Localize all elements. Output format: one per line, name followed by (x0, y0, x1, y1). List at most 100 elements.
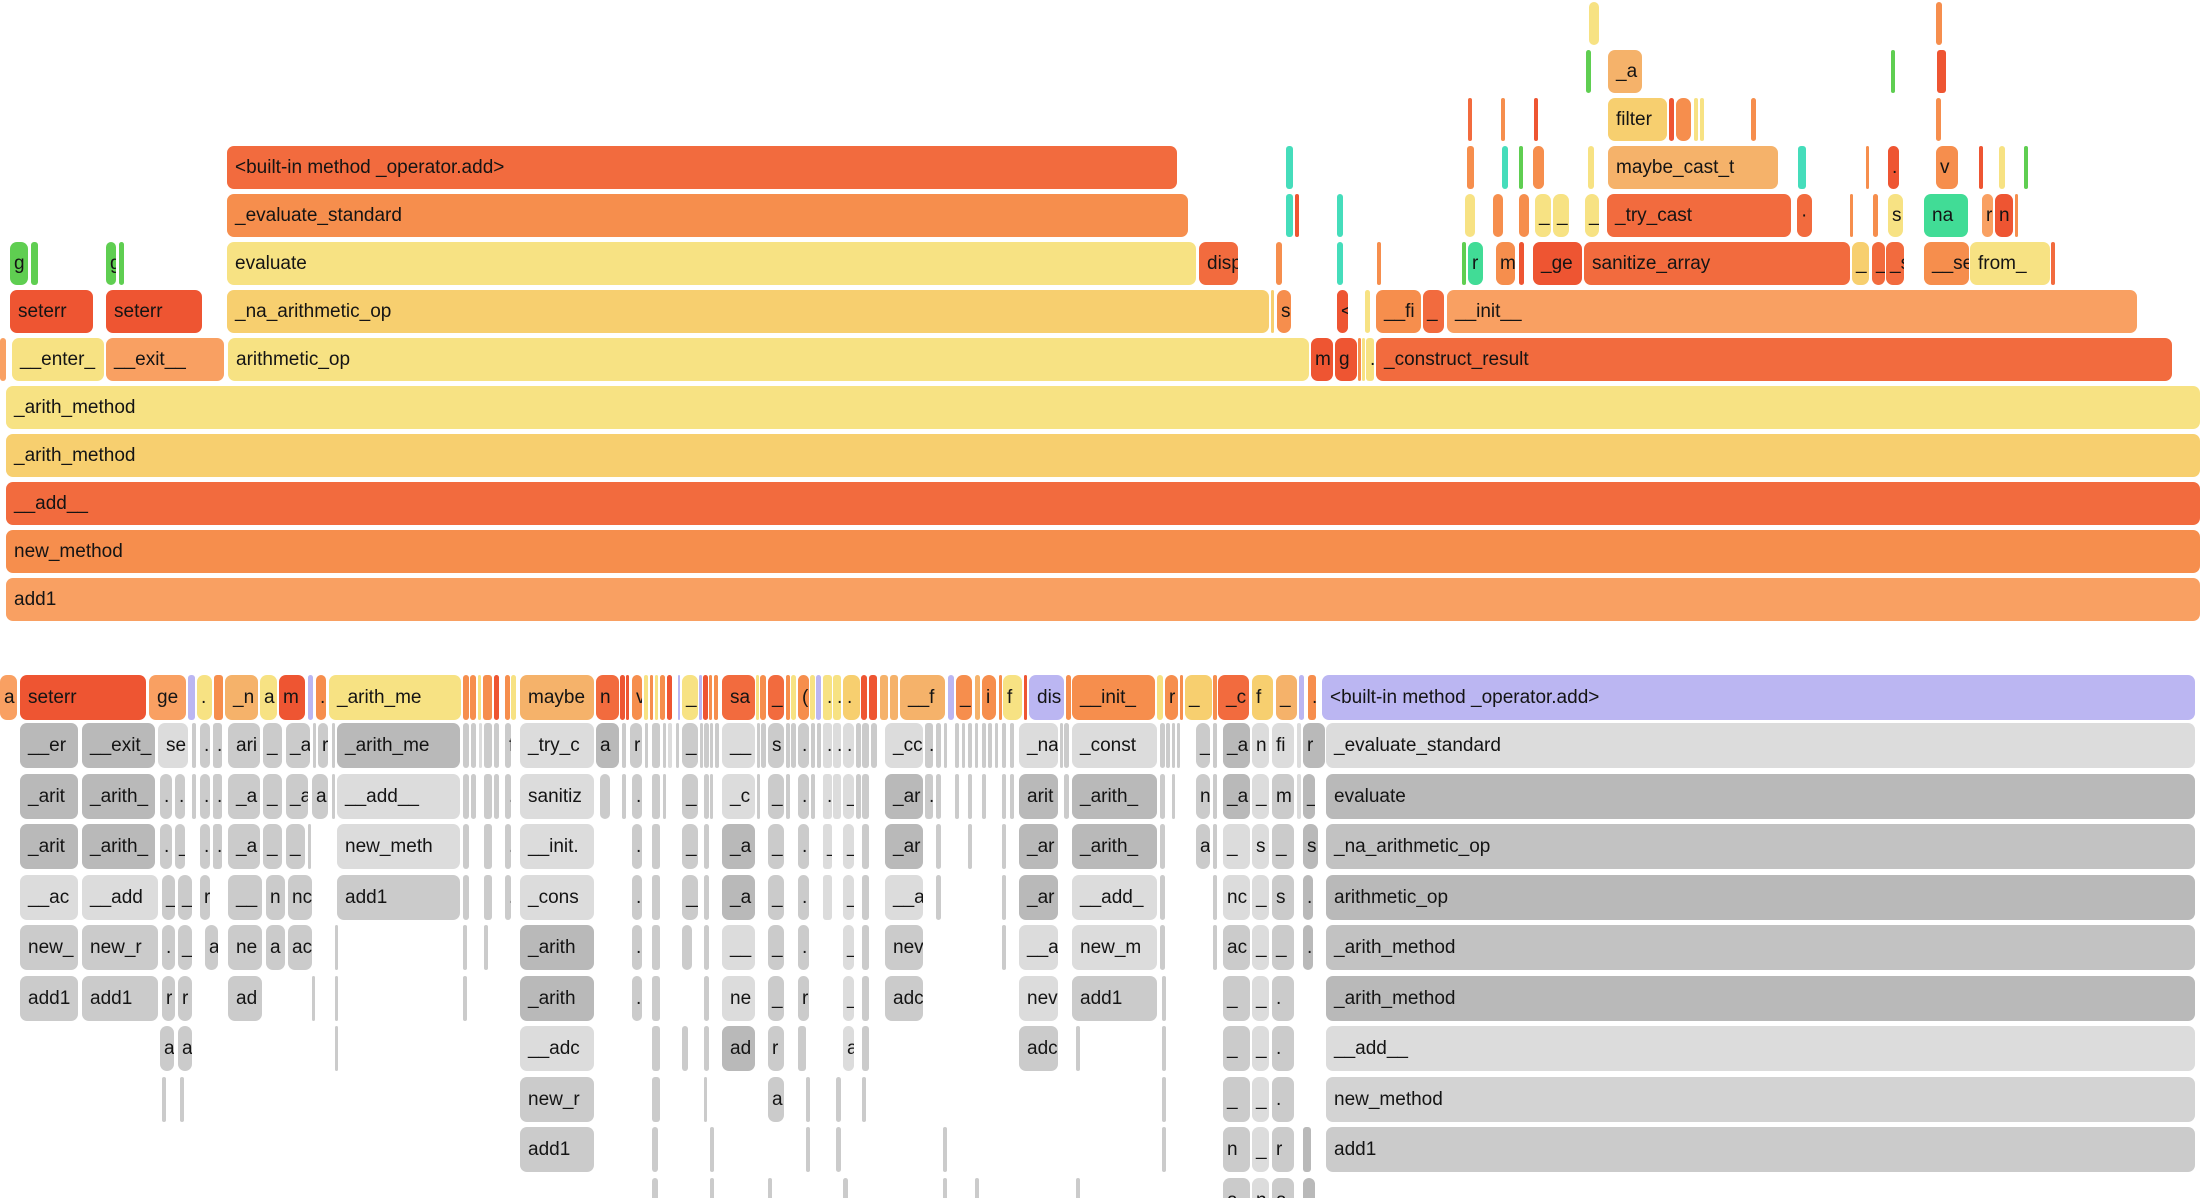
frame-bar[interactable] (1303, 1178, 1315, 1198)
frame-bar[interactable] (1297, 774, 1301, 819)
frame-bar[interactable] (856, 774, 861, 819)
frame-bar[interactable] (484, 723, 492, 768)
frame-bar[interactable]: . (632, 774, 642, 819)
frame-bar[interactable]: fi (1272, 723, 1294, 768)
frame-bar[interactable]: nc (1223, 875, 1250, 920)
frame-bar[interactable] (1299, 675, 1304, 720)
frame-bar[interactable] (968, 774, 972, 819)
frame-bar[interactable]: s (1252, 824, 1269, 869)
frame-bar[interactable]: _ (263, 774, 282, 819)
frame-bar[interactable] (463, 875, 469, 920)
frame-bar[interactable] (833, 774, 841, 819)
frame-bar[interactable]: __init__ (1447, 290, 2137, 333)
frame-bar[interactable]: _a (1223, 723, 1250, 768)
frame-bar[interactable] (1751, 98, 1756, 141)
frame-bar[interactable]: r (162, 976, 175, 1021)
frame-bar[interactable]: <built-in method _operator.add> (227, 146, 1177, 189)
frame-bar[interactable]: _ (843, 925, 854, 970)
frame-bar[interactable]: m (1272, 774, 1294, 819)
frame-bar[interactable]: a (768, 1077, 784, 1122)
frame-bar[interactable]: _arith (520, 925, 594, 970)
frame-bar[interactable]: . (511, 675, 516, 720)
frame-bar[interactable] (1467, 146, 1474, 189)
frame-bar[interactable] (668, 723, 672, 768)
frame-bar[interactable]: v (1936, 146, 1958, 189)
frame-bar[interactable] (308, 675, 313, 720)
frame-bar[interactable]: f (505, 723, 511, 768)
frame-bar[interactable]: n (1252, 1178, 1269, 1198)
frame-bar[interactable]: __add__ (337, 774, 460, 819)
frame-bar[interactable] (1010, 723, 1014, 768)
frame-bar[interactable]: add1 (20, 976, 78, 1021)
frame-bar[interactable] (1286, 146, 1293, 189)
frame-bar[interactable]: ac (1223, 925, 1250, 970)
frame-bar[interactable]: . (1888, 146, 1899, 189)
frame-bar[interactable]: a (260, 675, 277, 720)
frame-bar[interactable]: . (1272, 976, 1294, 1021)
frame-bar[interactable]: _ (768, 824, 784, 869)
frame-bar[interactable]: _ (682, 774, 698, 819)
frame-bar[interactable] (703, 675, 708, 720)
frame-bar[interactable] (710, 1127, 714, 1172)
frame-bar[interactable] (1462, 242, 1466, 285)
frame-bar[interactable]: __adc (520, 1026, 594, 1071)
frame-bar[interactable]: _ (1535, 194, 1551, 237)
frame-bar[interactable]: f (1003, 675, 1022, 720)
frame-bar[interactable]: _try_c (520, 723, 594, 768)
frame-bar[interactable] (484, 925, 488, 970)
frame-bar[interactable]: sanitiz (520, 774, 594, 819)
frame-bar[interactable] (332, 774, 335, 819)
frame-bar[interactable]: new_r (520, 1077, 594, 1122)
frame-bar[interactable] (943, 1178, 947, 1198)
frame-bar[interactable]: . (1303, 925, 1313, 970)
frame-bar[interactable]: ne (228, 925, 262, 970)
frame-bar[interactable] (968, 723, 972, 768)
frame-bar[interactable] (710, 723, 713, 768)
frame-bar[interactable]: _ (768, 976, 784, 1021)
frame-bar[interactable]: _ (1276, 675, 1297, 720)
frame-bar[interactable] (836, 1077, 841, 1122)
frame-bar[interactable]: g (106, 242, 116, 285)
frame-bar[interactable] (988, 723, 992, 768)
frame-bar[interactable] (0, 338, 6, 381)
frame-bar[interactable]: _ (162, 875, 175, 920)
frame-bar[interactable]: _ (175, 824, 185, 869)
frame-bar[interactable]: add1 (1072, 976, 1157, 1021)
frame-bar[interactable] (704, 875, 709, 920)
frame-bar[interactable] (1669, 98, 1674, 141)
frame-bar[interactable] (622, 774, 626, 819)
frame-bar[interactable]: __se (1924, 242, 1969, 285)
frame-bar[interactable]: _arith_ (82, 824, 155, 869)
frame-bar[interactable] (644, 675, 648, 720)
frame-bar[interactable]: . (213, 723, 222, 768)
frame-bar[interactable]: _ (843, 875, 854, 920)
frame-bar[interactable]: _arith (520, 976, 594, 1021)
frame-bar[interactable] (1362, 338, 1365, 381)
frame-bar[interactable] (312, 976, 315, 1021)
frame-bar[interactable]: _na_arithmetic_op (1326, 824, 2195, 869)
frame-bar[interactable] (1177, 723, 1180, 768)
frame-bar[interactable]: m (1311, 338, 1333, 381)
frame-bar[interactable]: _arith_ (1072, 824, 1157, 869)
frame-bar[interactable]: r (1165, 675, 1178, 720)
frame-bar[interactable] (682, 1026, 688, 1071)
frame-bar[interactable]: _ (843, 824, 854, 869)
frame-bar[interactable]: < (1337, 290, 1348, 333)
frame-bar[interactable]: _evaluate_standard (1326, 723, 2195, 768)
frame-bar[interactable]: new_meth (337, 824, 460, 869)
frame-bar[interactable] (600, 774, 610, 819)
frame-bar[interactable] (1172, 774, 1175, 819)
frame-bar[interactable] (484, 824, 492, 869)
frame-bar[interactable]: __er (20, 723, 78, 768)
frame-bar[interactable]: n (1995, 194, 2013, 237)
frame-bar[interactable]: _ (1252, 1077, 1269, 1122)
frame-bar[interactable] (704, 1026, 709, 1071)
frame-bar[interactable]: . (1366, 338, 1374, 381)
frame-bar[interactable]: __a (1019, 925, 1058, 970)
frame-bar[interactable]: . (632, 824, 642, 869)
frame-bar[interactable]: _ (768, 675, 784, 720)
frame-bar[interactable]: add1 (82, 976, 158, 1021)
frame-bar[interactable]: sa (722, 675, 755, 720)
frame-bar[interactable]: m (279, 675, 305, 720)
frame-bar[interactable] (1937, 50, 1946, 93)
